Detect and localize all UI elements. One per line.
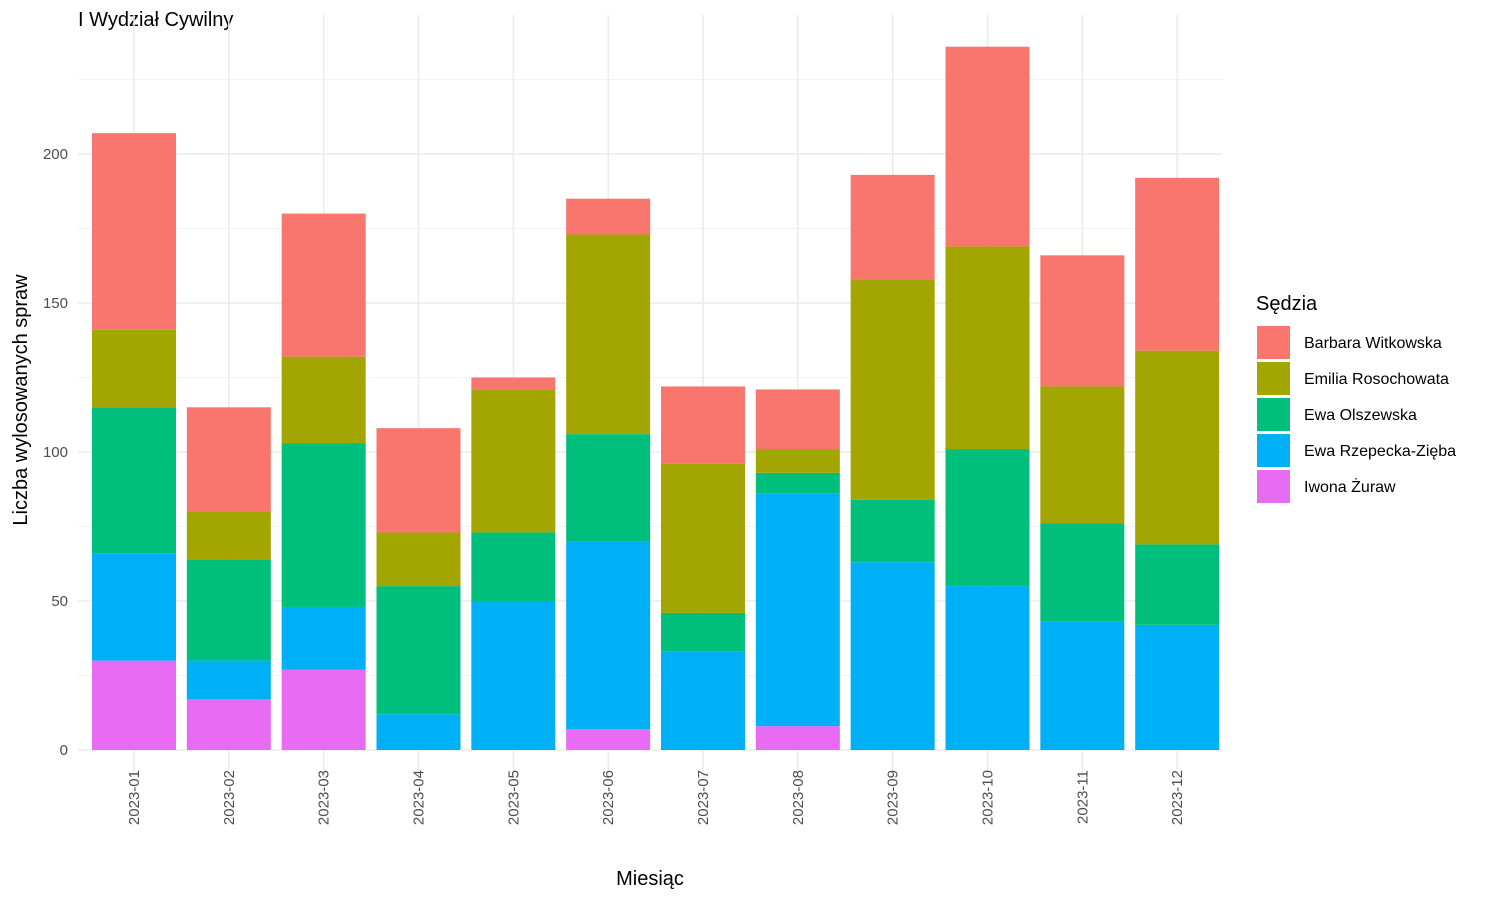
x-tick-label: 2023-06 xyxy=(600,770,617,825)
x-tick-label: 2023-09 xyxy=(885,770,902,825)
x-tick-label: 2023-05 xyxy=(505,770,522,825)
y-tick-label: 50 xyxy=(51,593,68,610)
bar-segment xyxy=(471,389,556,533)
bar-segment xyxy=(186,407,271,512)
bar-segment xyxy=(755,726,840,750)
bar-segment xyxy=(92,329,176,408)
bar-segment xyxy=(186,559,271,661)
y-tick-label: 100 xyxy=(43,444,68,461)
bars xyxy=(92,46,1220,750)
x-tick-label: 2023-01 xyxy=(126,770,143,825)
x-tick-label: 2023-11 xyxy=(1074,770,1091,824)
legend-label: Barbara Witkowska xyxy=(1304,335,1442,352)
legend-label: Ewa Rzepecka-Zięba xyxy=(1304,443,1456,460)
legend-swatch xyxy=(1257,470,1290,503)
bar-segment xyxy=(1040,255,1125,387)
bar-segment xyxy=(281,443,366,607)
bar-segment xyxy=(850,174,935,280)
y-tick-label: 0 xyxy=(60,742,68,759)
bar-segment xyxy=(661,463,745,613)
x-tick-label: 2023-02 xyxy=(221,770,238,825)
bar-segment xyxy=(186,660,271,700)
bar-segment xyxy=(281,669,366,750)
bar-segment xyxy=(850,562,935,750)
bar-segment xyxy=(92,553,176,661)
x-tick-label: 2023-07 xyxy=(695,770,712,825)
bar-segment xyxy=(471,601,556,750)
bar-segment xyxy=(376,532,461,587)
legend-swatch xyxy=(1257,326,1290,359)
bar-segment xyxy=(92,407,176,554)
x-tick-label: 2023-12 xyxy=(1169,770,1186,825)
bar-segment xyxy=(566,198,651,235)
bar-segment xyxy=(1135,624,1220,750)
bar-segment xyxy=(755,472,840,494)
bar-segment xyxy=(281,606,366,670)
y-axis-title: Liczba wylosowanych spraw xyxy=(10,274,32,526)
bar-segment xyxy=(850,279,935,500)
chart-title: I Wydział Cywilny xyxy=(78,9,233,31)
bar-segment xyxy=(566,729,651,750)
x-tick-label: 2023-08 xyxy=(790,770,807,825)
legend-label: Emilia Rosochowata xyxy=(1304,371,1449,388)
legend-swatch xyxy=(1257,398,1290,431)
bar-segment xyxy=(92,660,176,750)
bar-segment xyxy=(376,586,461,715)
bar-segment xyxy=(566,434,651,542)
y-axis-ticks: 0 50 100 150 200 xyxy=(43,146,68,759)
bar-segment xyxy=(281,356,366,444)
bar-segment xyxy=(1040,523,1125,622)
bar-segment xyxy=(755,493,840,727)
x-axis-ticks: 2023-01 2023-02 2023-03 2023-04 2023-05 2023-… xyxy=(126,770,1186,825)
bar-segment xyxy=(945,246,1030,450)
y-tick-label: 150 xyxy=(43,295,68,312)
bar-segment xyxy=(755,389,840,450)
bar-segment xyxy=(1135,350,1220,545)
bar-segment xyxy=(945,449,1030,587)
bar-segment xyxy=(186,699,271,750)
bar-segment xyxy=(945,586,1030,750)
bar-segment xyxy=(281,213,366,357)
x-tick-label: 2023-03 xyxy=(316,770,333,825)
legend-title: Sędzia xyxy=(1256,293,1318,315)
bar-segment xyxy=(661,386,745,464)
bar-segment xyxy=(566,541,651,730)
x-axis-title: Miesiąc xyxy=(616,868,684,890)
bar-segment xyxy=(92,133,176,330)
x-tick-label: 2023-04 xyxy=(411,770,428,825)
legend-swatch xyxy=(1257,434,1290,467)
bar-segment xyxy=(945,46,1030,247)
bar-segment xyxy=(1040,621,1125,750)
bar-segment xyxy=(1040,386,1125,524)
bar-segment xyxy=(376,428,461,533)
bar-segment xyxy=(471,377,556,390)
x-tick-label: 2023-10 xyxy=(980,770,997,825)
bar-segment xyxy=(471,532,556,601)
y-tick-label: 200 xyxy=(43,146,68,163)
bar-segment xyxy=(1135,177,1220,351)
legend-swatch xyxy=(1257,362,1290,395)
legend-label: Iwona Żuraw xyxy=(1304,477,1396,496)
bar-segment xyxy=(661,612,745,652)
bar-segment xyxy=(566,234,651,435)
bar-segment xyxy=(1135,544,1220,625)
bar-segment xyxy=(661,651,745,750)
legend: Sędzia Barbara Witkowska Emilia Rosochowa… xyxy=(1256,293,1456,503)
legend-label: Ewa Olszewska xyxy=(1304,407,1417,424)
bar-segment xyxy=(850,499,935,563)
bar-segment xyxy=(376,714,461,750)
bar-segment xyxy=(755,449,840,473)
bar-segment xyxy=(186,511,271,560)
